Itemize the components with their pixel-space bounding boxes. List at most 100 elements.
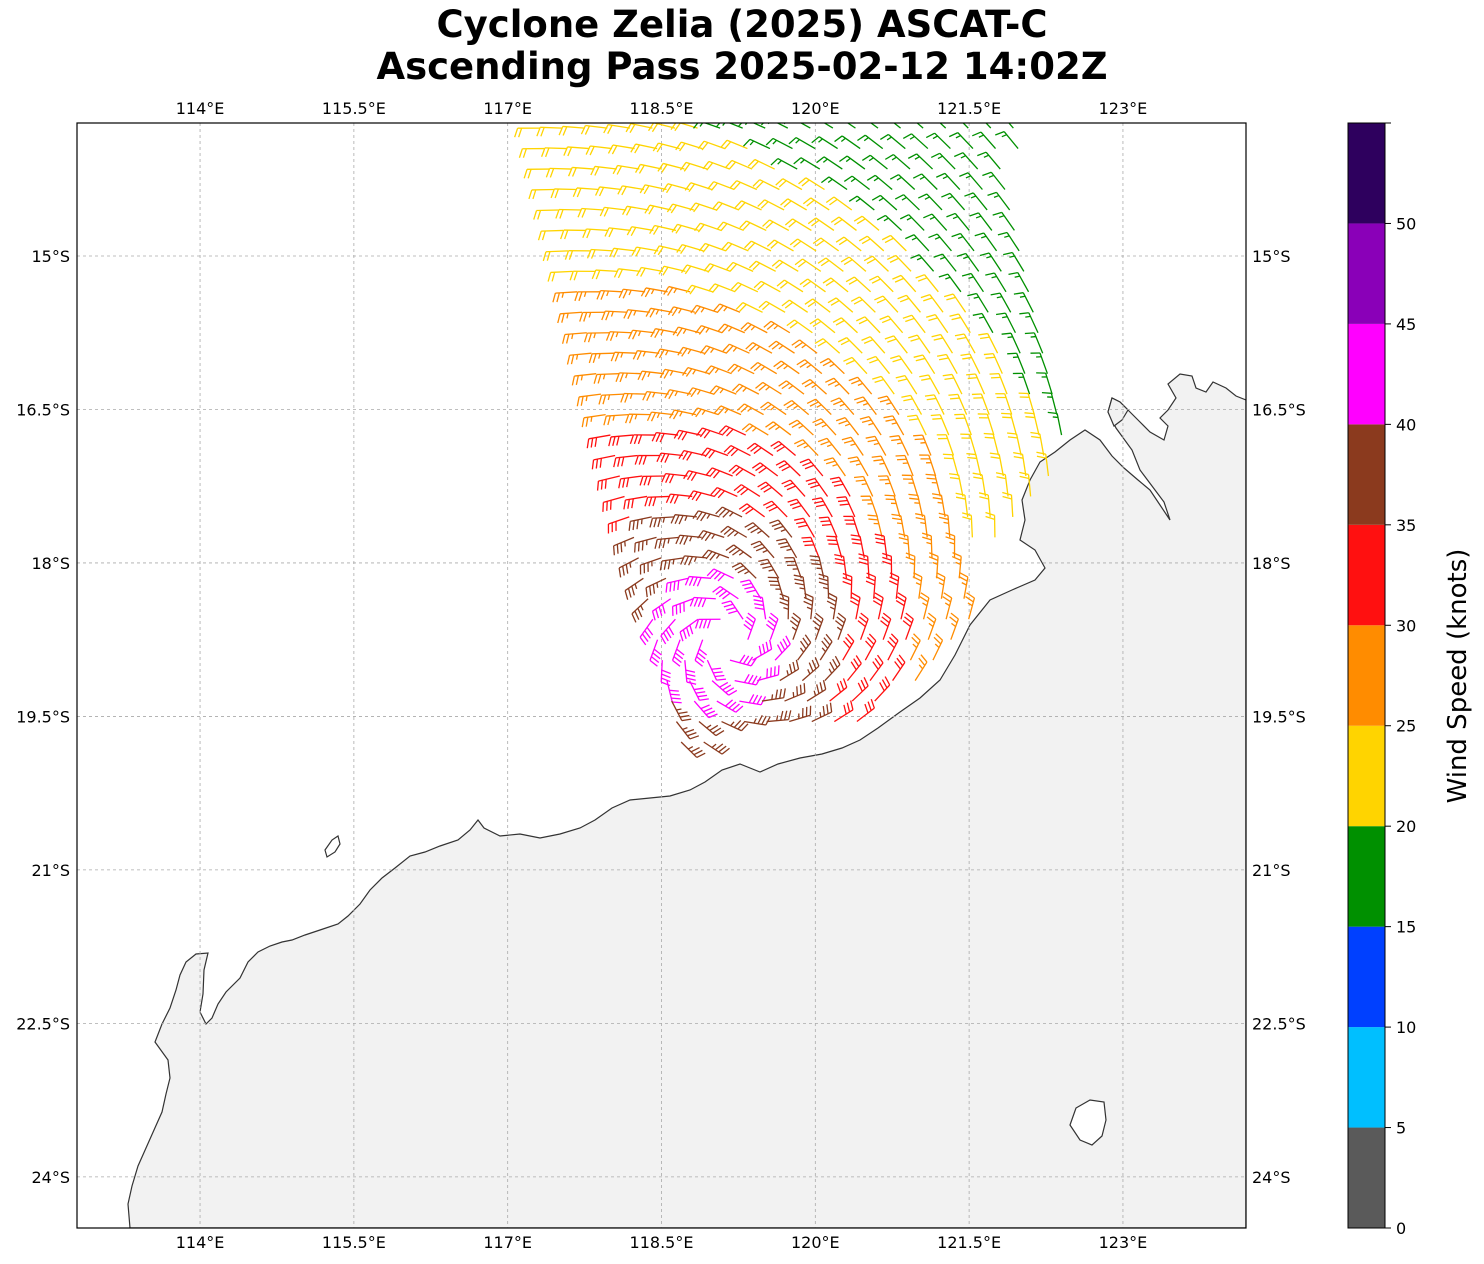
barb-half-flag: [868, 157, 874, 162]
barb-flag: [773, 443, 783, 450]
wind-barb: [902, 612, 914, 640]
barb-flag: [713, 571, 722, 580]
wind-barb: [581, 413, 606, 428]
barb-flag: [645, 587, 648, 598]
barb-flag: [933, 337, 944, 341]
wind-barb: [660, 618, 676, 645]
barb-flag: [686, 387, 694, 396]
barb-flag: [806, 398, 816, 405]
barb-half-flag: [733, 531, 739, 537]
wind-barb: [547, 270, 573, 282]
barb-half-flag: [701, 409, 706, 416]
wind-barb: [917, 193, 943, 211]
wind-barb: [793, 157, 821, 170]
barb-flag: [704, 532, 712, 542]
barb-flag: [682, 629, 687, 639]
barb-flag: [708, 450, 716, 459]
wind-barb: [775, 178, 803, 191]
barb-flag: [567, 167, 573, 177]
barb-flag: [836, 496, 846, 499]
barb-flag: [634, 455, 639, 465]
barb-flag: [789, 321, 799, 329]
barb-half-flag: [629, 562, 632, 568]
barb-flag: [522, 148, 527, 158]
barb-flag: [641, 540, 644, 551]
barb-flag: [653, 517, 658, 528]
barb-half-flag: [615, 331, 619, 338]
barb-half-flag: [682, 328, 687, 334]
barb-flag: [627, 309, 633, 320]
barb-flag: [678, 515, 684, 525]
barb-flag: [949, 473, 959, 476]
barb-flag: [875, 114, 883, 119]
barb-flag: [758, 558, 768, 562]
barb-flag: [669, 474, 675, 484]
barb-flag: [755, 464, 764, 472]
wind-barb: [982, 171, 1006, 190]
barb-half-flag: [821, 424, 827, 428]
barb-flag: [898, 532, 908, 537]
barb-flag: [905, 612, 914, 620]
barb-flag: [842, 580, 852, 586]
barb-half-flag: [879, 462, 885, 465]
wind-barb: [960, 433, 977, 456]
barb-half-flag: [738, 551, 744, 556]
barb-flag: [679, 142, 686, 152]
barb-half-flag: [836, 626, 842, 631]
barb-flag: [691, 407, 699, 417]
barb-flag: [914, 438, 925, 441]
wind-barb: [533, 209, 559, 220]
barb-flag: [944, 377, 954, 380]
barb-flag: [640, 287, 647, 297]
barb-half-flag: [818, 138, 823, 143]
wind-barb: [739, 220, 767, 232]
barb-half-flag: [845, 157, 851, 163]
lon-tick-label-bottom: 120°E: [791, 1233, 840, 1252]
barb-flag: [696, 656, 705, 664]
barb-flag: [622, 205, 628, 215]
barb-half-flag: [986, 255, 992, 259]
barb-flag: [652, 584, 656, 594]
barb-flag: [802, 280, 812, 288]
barb-flag: [814, 338, 824, 345]
barb-flag: [631, 498, 634, 509]
barb-flag: [845, 637, 853, 646]
barb-flag: [677, 580, 680, 591]
wind-barb: [854, 396, 877, 415]
barb-flag: [634, 144, 641, 154]
wind-barb: [901, 394, 923, 415]
barb-flag: [827, 380, 837, 386]
barb-half-flag: [642, 351, 646, 357]
barb-flag: [628, 329, 634, 340]
barb-flag: [661, 604, 666, 614]
barb-flag: [706, 568, 715, 577]
barb-flag: [833, 400, 843, 406]
barb-flag: [888, 580, 899, 586]
barb-flag: [557, 313, 561, 324]
barb-flag: [815, 504, 826, 508]
barb-half-flag: [700, 307, 705, 313]
wind-barb: [561, 332, 587, 344]
barb-flag: [823, 637, 831, 646]
barb-flag: [549, 168, 555, 178]
barb-half-flag: [714, 368, 720, 374]
wind-barb: [646, 411, 674, 422]
wind-barb: [935, 572, 946, 599]
wind-barb: [752, 179, 780, 191]
barb-flag: [804, 298, 814, 305]
barb-half-flag: [873, 442, 880, 446]
barb-half-flag: [637, 330, 642, 337]
wind-barb: [857, 612, 869, 640]
wind-barb: [709, 385, 737, 396]
wind-barb: [801, 536, 820, 559]
barb-flag: [649, 518, 654, 528]
barb-half-flag: [598, 353, 601, 359]
barb-flag: [811, 497, 822, 501]
barb-flag: [748, 260, 757, 269]
barb-flag: [781, 382, 791, 390]
barb-flag: [673, 430, 680, 439]
barb-flag: [948, 393, 958, 396]
barb-flag: [781, 299, 790, 307]
barb-flag: [845, 359, 856, 365]
wind-barb: [703, 741, 730, 755]
